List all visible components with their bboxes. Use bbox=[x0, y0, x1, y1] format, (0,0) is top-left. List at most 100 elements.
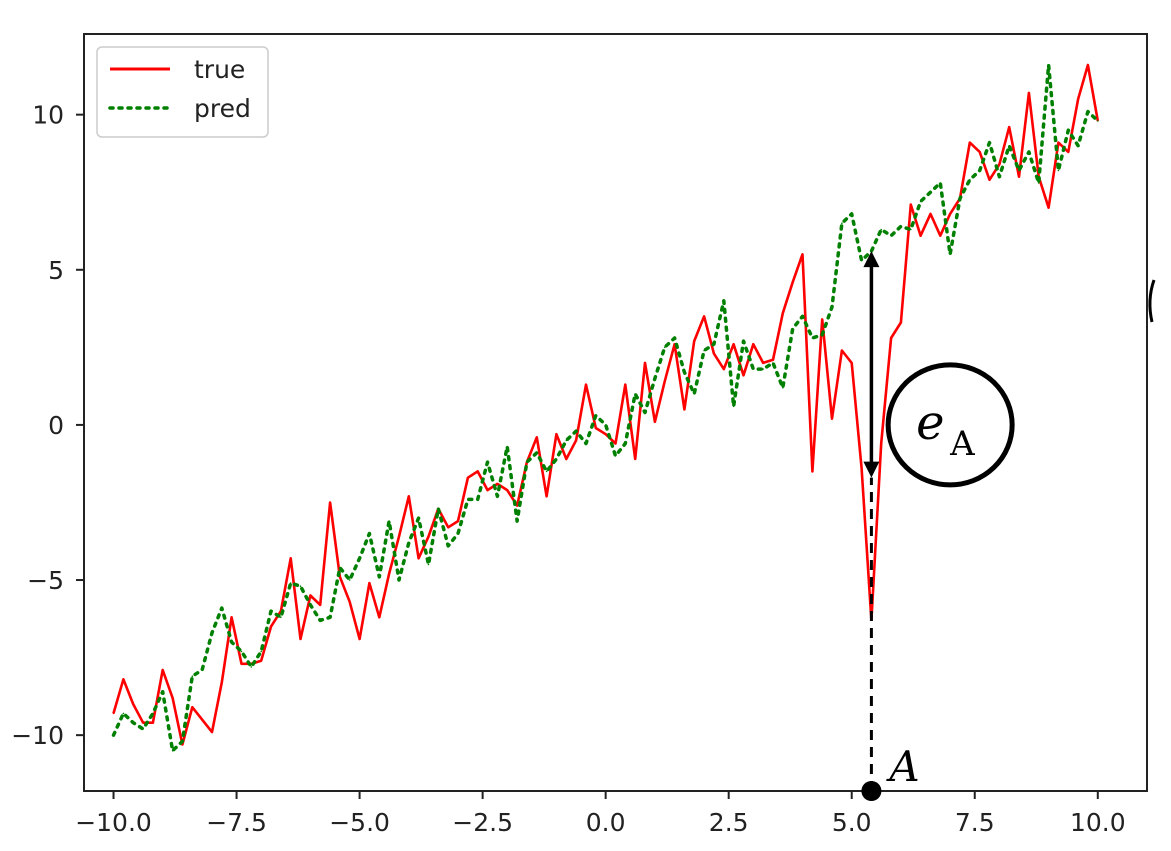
data-point-pred bbox=[191, 675, 194, 677]
y-tick-label: 0 bbox=[48, 411, 64, 440]
data-point-true bbox=[910, 203, 912, 206]
data-point-true bbox=[1028, 92, 1030, 94]
data-point-pred bbox=[447, 545, 450, 547]
data-point-pred bbox=[595, 414, 597, 417]
data-point-pred bbox=[910, 228, 912, 231]
data-point-true bbox=[890, 337, 892, 339]
data-point-pred bbox=[427, 563, 430, 566]
data-point-true bbox=[969, 141, 971, 144]
data-point-true bbox=[880, 442, 882, 445]
data-point-true bbox=[614, 442, 617, 445]
data-point-pred bbox=[309, 604, 312, 606]
data-point-pred bbox=[221, 607, 223, 609]
data-point-pred bbox=[614, 455, 617, 457]
data-point-pred bbox=[575, 430, 577, 432]
data-point-pred bbox=[270, 610, 272, 612]
data-point-pred bbox=[545, 470, 548, 473]
data-point-true bbox=[191, 706, 194, 708]
data-point-pred bbox=[1067, 129, 1070, 131]
data-point-pred bbox=[811, 337, 814, 339]
data-point-pred bbox=[949, 253, 951, 256]
ticks-layer: −10.0 −7.5 −5.0 −2.5 0.0 2.5 5.0 7.5 10.0 −10 −5 0 5… bbox=[11, 101, 1125, 837]
data-point-pred bbox=[132, 721, 134, 724]
data-point-pred bbox=[250, 666, 253, 668]
data-point-pred bbox=[713, 343, 715, 346]
data-point-pred bbox=[486, 461, 489, 463]
data-point-pred bbox=[398, 579, 400, 581]
data-point-true bbox=[447, 526, 450, 529]
data-point-true bbox=[398, 535, 400, 538]
data-point-pred bbox=[368, 532, 371, 535]
data-point-true bbox=[929, 213, 932, 215]
data-point-pred bbox=[831, 306, 833, 308]
data-point-pred bbox=[1008, 144, 1010, 147]
data-point-pred bbox=[1057, 169, 1060, 172]
data-point-pred bbox=[280, 616, 282, 619]
data-point-true bbox=[791, 281, 794, 284]
data-point-pred bbox=[673, 337, 676, 339]
data-point-pred bbox=[516, 520, 518, 522]
data-point-true bbox=[427, 535, 430, 538]
data-point-true bbox=[1057, 141, 1060, 144]
edge-bracket-mark bbox=[1148, 279, 1156, 323]
data-point-pred bbox=[565, 439, 568, 442]
data-point-true bbox=[978, 151, 981, 153]
data-point-true bbox=[634, 458, 636, 460]
data-point-true bbox=[585, 383, 587, 386]
data-point-true bbox=[821, 318, 823, 321]
data-point-true bbox=[919, 234, 922, 237]
data-point-true bbox=[693, 340, 695, 342]
data-point-true bbox=[378, 616, 381, 619]
data-point-true bbox=[132, 703, 134, 705]
data-point-pred bbox=[978, 169, 981, 172]
data-point-pred bbox=[378, 576, 381, 578]
series-points-pred bbox=[112, 64, 1099, 752]
data-point-pred bbox=[723, 300, 725, 302]
data-point-true bbox=[545, 495, 548, 498]
y-tick-label: 10 bbox=[32, 101, 64, 130]
data-point-pred bbox=[624, 442, 627, 445]
data-point-true bbox=[575, 439, 577, 442]
data-point-true bbox=[782, 312, 784, 315]
x-tick-label: 7.5 bbox=[955, 808, 995, 837]
data-point-pred bbox=[299, 585, 302, 587]
data-point-true bbox=[457, 520, 459, 522]
data-point-pred bbox=[339, 566, 341, 569]
data-point-pred bbox=[408, 542, 410, 544]
data-point-pred bbox=[1097, 120, 1099, 122]
data-point-pred bbox=[112, 734, 115, 736]
data-point-pred bbox=[1077, 144, 1079, 147]
data-point-true bbox=[142, 721, 144, 724]
data-point-pred bbox=[348, 579, 351, 581]
data-point-true bbox=[388, 573, 390, 575]
data-point-true bbox=[841, 349, 843, 352]
data-point-true bbox=[230, 616, 233, 619]
series-points-true bbox=[112, 64, 1099, 746]
data-point-true bbox=[536, 436, 538, 439]
data-point-pred bbox=[782, 386, 784, 389]
error-arrow-head-up bbox=[863, 251, 880, 268]
data-point-pred bbox=[900, 225, 902, 228]
data-point-true bbox=[348, 601, 351, 603]
data-point-true bbox=[408, 495, 410, 498]
data-point-true bbox=[772, 359, 774, 361]
data-point-pred bbox=[1028, 151, 1030, 153]
data-point-pred bbox=[585, 442, 587, 445]
data-point-pred bbox=[329, 616, 331, 619]
error-label-ellipse bbox=[885, 362, 1015, 488]
data-point-true bbox=[329, 501, 331, 504]
legend-pred-label: pred bbox=[194, 94, 251, 123]
data-point-true bbox=[565, 458, 568, 460]
data-point-true bbox=[201, 718, 203, 721]
data-point-true bbox=[949, 213, 951, 215]
legend-true-label: true bbox=[194, 55, 245, 84]
data-point-true bbox=[683, 408, 686, 411]
data-point-pred bbox=[929, 191, 932, 193]
data-point-true bbox=[270, 625, 272, 628]
data-point-true bbox=[831, 417, 833, 420]
data-point-true bbox=[221, 681, 223, 684]
data-point-true bbox=[624, 383, 627, 386]
data-point-pred bbox=[969, 179, 971, 181]
data-point-pred bbox=[703, 349, 705, 352]
data-point-true bbox=[988, 179, 991, 181]
